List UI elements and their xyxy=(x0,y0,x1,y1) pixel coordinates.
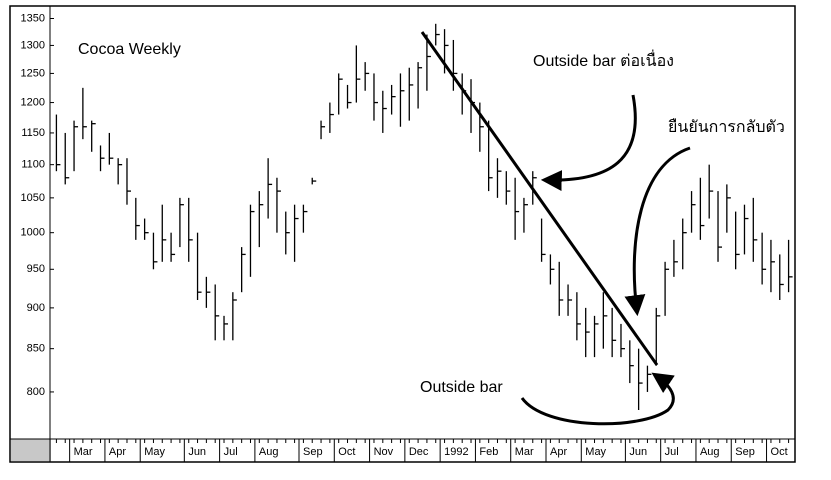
x-tick-label: Aug xyxy=(700,446,720,458)
frame xyxy=(9,5,796,463)
x-tick-label: Jul xyxy=(224,446,238,458)
x-tick-label: Oct xyxy=(338,446,355,458)
arrow xyxy=(520,372,675,426)
x-tick-label: Sep xyxy=(735,446,755,458)
x-tick-label: 1992 xyxy=(444,446,468,458)
x-tick-label: Mar xyxy=(515,446,534,458)
y-tick-label: 1200 xyxy=(21,96,45,108)
chart-title: Cocoa Weekly xyxy=(78,41,181,58)
x-tick-label: Apr xyxy=(109,446,126,458)
x-tick-label: Jun xyxy=(629,446,647,458)
annotation: Outside bar xyxy=(420,379,503,396)
x-tick-label: Aug xyxy=(259,446,279,458)
y-tick-label: 900 xyxy=(27,302,45,314)
x-tick-label: Apr xyxy=(550,446,567,458)
corner-box xyxy=(11,439,51,461)
y-tick-label: 1350 xyxy=(21,12,45,24)
y-tick-label: 850 xyxy=(27,343,45,355)
x-tick-label: Nov xyxy=(374,446,394,458)
y-tick-label: 1150 xyxy=(21,127,45,139)
x-tick-label: May xyxy=(585,446,606,458)
x-tick-label: May xyxy=(144,446,165,458)
x-tick-label: Jun xyxy=(188,446,206,458)
y-tick-label: 1250 xyxy=(21,67,45,79)
x-tick-label: Dec xyxy=(409,446,429,458)
y-tick-label: 1000 xyxy=(21,227,45,239)
y-tick-label: 800 xyxy=(27,386,45,398)
x-tick-label: Feb xyxy=(479,446,498,458)
y-tick-label: 1300 xyxy=(21,39,45,51)
arrow xyxy=(624,146,691,317)
y-tick-label: 1100 xyxy=(21,159,45,171)
x-tick-label: Jul xyxy=(665,446,679,458)
x-tick-label: Mar xyxy=(74,446,93,458)
trend-line xyxy=(420,31,659,366)
y-tick-label: 1050 xyxy=(21,192,45,204)
annotation: Outside bar ต่อเนื่อง xyxy=(533,49,674,70)
annotation: ยืนยันการกลับตัว xyxy=(668,118,785,136)
x-tick-label: Oct xyxy=(771,446,788,458)
arrow xyxy=(540,94,637,192)
y-tick-label: 950 xyxy=(27,263,45,275)
x-tick-label: Sep xyxy=(303,446,323,458)
